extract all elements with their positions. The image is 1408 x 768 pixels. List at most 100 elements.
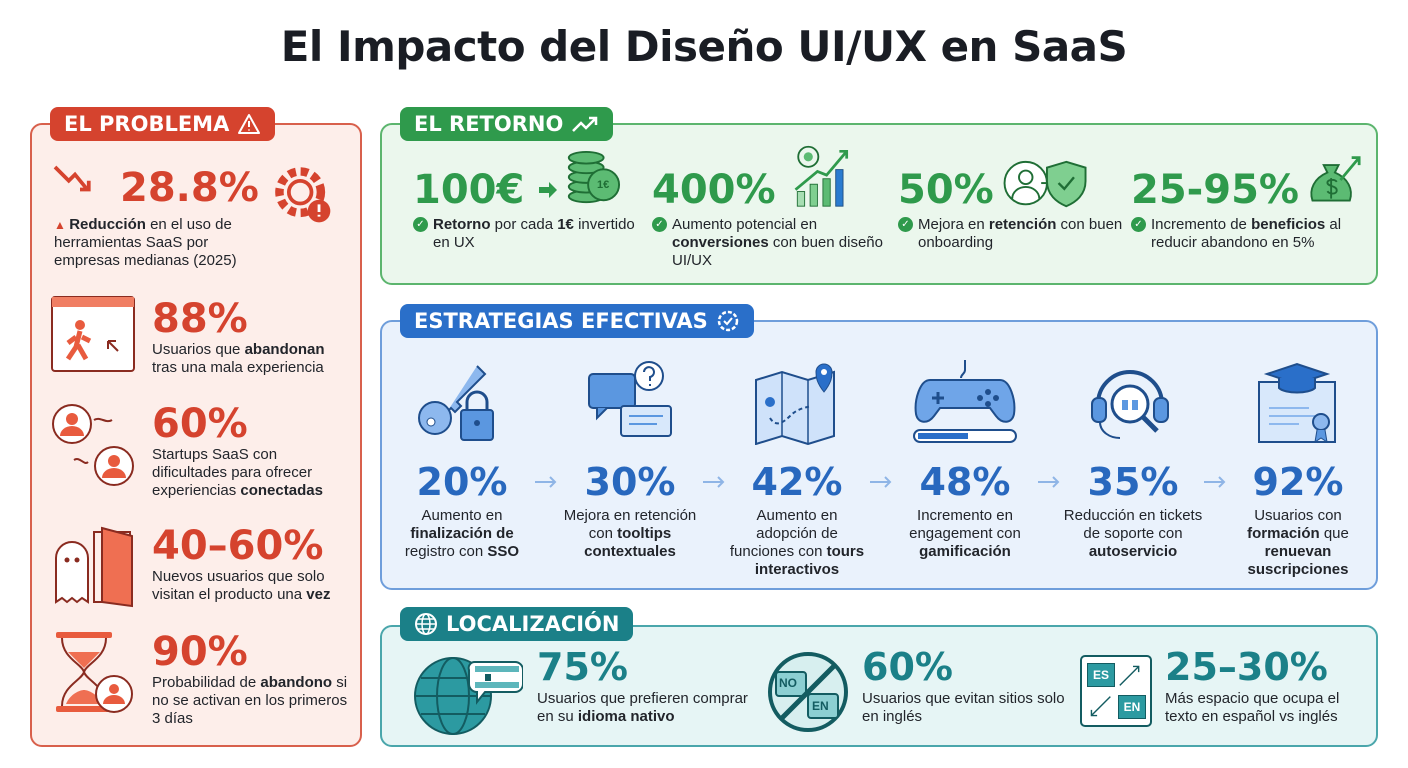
localization-panel — [380, 625, 1378, 747]
stat-description: Usuarios que prefieren comprar en su idi… — [537, 690, 752, 726]
growth-chart-icon — [794, 145, 849, 207]
stat-description: Aumento en finalización de registro con … — [392, 507, 532, 561]
support-headset-icon — [1091, 370, 1169, 439]
badge-en: EN — [1118, 695, 1146, 719]
globe-chat-icon — [414, 657, 523, 735]
emphasis-text: conectadas — [240, 482, 323, 499]
stat-value: 42% — [751, 460, 843, 504]
stat-description: Incremento de beneficios al reducir aban… — [1151, 216, 1366, 252]
emphasis-text: abandono — [260, 674, 333, 691]
text-segment: al reducir abandono en 5% — [1151, 216, 1342, 251]
text-segment: registro con — [404, 543, 488, 560]
stat-value: 60% — [862, 645, 953, 689]
stat-value: 48% — [919, 460, 1011, 504]
globe-icon — [415, 613, 437, 635]
stat-description: Reducción en el uso de herramientas SaaS… — [54, 216, 269, 270]
check-icon: ✓ — [1131, 217, 1146, 232]
text-segment: si no se activan en los primeros 3 días — [152, 674, 348, 727]
strategy-item: 20% Aumento en finalización de registro … — [392, 360, 532, 561]
problem-label: EL PROBLEMA — [64, 112, 230, 136]
stat-description: Usuarios con formación que renuevan susc… — [1228, 507, 1368, 579]
stat-description: Más espacio que ocupa el texto en españo… — [1165, 690, 1370, 726]
stat-value: 28.8% — [120, 165, 259, 211]
text-segment: en el uso de herramientas SaaS por empre… — [54, 216, 237, 269]
gear-check-icon — [717, 310, 739, 332]
stat-description: Usuarios que abandonan tras una mala exp… — [152, 341, 352, 377]
stat-value: 75% — [537, 645, 628, 689]
coins-icon — [567, 150, 621, 204]
badge-en: EN — [812, 699, 829, 713]
stat-description: Startups SaaS con dificultades para ofre… — [152, 446, 352, 500]
badge-no: NO — [779, 676, 797, 690]
problem-item: 90% Probabilidad de abandono si no se ac… — [50, 628, 350, 728]
emphasis-text: formación — [1247, 525, 1320, 542]
stat-description: Aumento en adopción de funciones con tou… — [727, 507, 867, 579]
emphasis-text: Retorno — [433, 216, 491, 233]
emphasis-text: Reducción — [69, 216, 146, 233]
stat-description: Mejora en retención con buen onboarding — [918, 216, 1133, 252]
stat-value: 88% — [152, 296, 248, 342]
emphasis-text: idioma nativo — [577, 708, 675, 725]
stat-description: Incremento en engagement con gamificació… — [895, 507, 1035, 561]
text-segment: Aumento en — [421, 507, 503, 524]
graduation-certificate-icon — [1258, 362, 1336, 444]
arrow-right-icon — [703, 476, 725, 488]
check-icon: ✓ — [898, 217, 913, 232]
ghost-door-icon — [55, 526, 133, 608]
emphasis-text: conversiones — [672, 234, 769, 251]
problem-item: 28.8% Reducción en el uso de herramienta… — [50, 162, 350, 272]
text-segment: Usuarios que — [152, 341, 245, 358]
money-bag-icon — [1310, 156, 1361, 202]
localization-tag: LOCALIZACIÓN — [400, 607, 634, 641]
text-segment: Incremento en engagement con — [909, 507, 1021, 542]
emphasis-text: finalización de — [410, 525, 514, 542]
disconnected-users-icon — [52, 404, 134, 486]
strategy-item: 42% Aumento en adopción de funciones con… — [727, 360, 867, 579]
trend-up-icon — [572, 116, 598, 132]
strategy-item: 48% Incremento en engagement con gamific… — [895, 360, 1035, 561]
text-segment: Nuevos usuarios que solo visitan el prod… — [152, 568, 325, 603]
no-english-icon: NO EN — [766, 650, 850, 734]
stat-value: 60% — [152, 401, 248, 447]
text-segment: con buen diseño UI/UX — [672, 234, 883, 269]
localization-label: LOCALIZACIÓN — [446, 612, 620, 636]
arrow-right-icon — [539, 182, 557, 198]
key-lock-icon — [418, 365, 494, 441]
stat-description: Retorno por cada 1€ invertido en UX — [433, 216, 648, 252]
strategy-item: 92% Usuarios con formación que renuevan … — [1228, 360, 1368, 579]
text-segment: invertido en UX — [433, 216, 635, 251]
emphasis-text: abandonan — [244, 341, 325, 358]
problem-item: 88% Usuarios que abandonan tras una mala… — [50, 295, 350, 385]
coin-label: 1€ — [597, 179, 610, 191]
stat-value: 400% — [652, 167, 776, 213]
strategy-item: 30% Mejora en retención con tooltips con… — [560, 360, 700, 561]
return-tag: EL RETORNO — [400, 107, 614, 141]
stat-value: 35% — [1087, 460, 1179, 504]
check-icon: ✓ — [413, 217, 428, 232]
text-expansion-icon: ES EN — [1080, 655, 1152, 727]
hourglass-icon — [56, 632, 133, 713]
stat-value: 92% — [1252, 460, 1344, 504]
page-title: El Impacto del Diseño UI/UX en SaaS — [280, 22, 1128, 71]
emphasis-text: tooltips contextuales — [584, 525, 676, 560]
stat-value: 50% — [898, 167, 994, 213]
broken-gear-icon — [275, 167, 331, 223]
arrow-right-icon — [870, 476, 892, 488]
stat-value: 30% — [584, 460, 676, 504]
text-segment: Usuarios que prefieren comprar en su — [537, 690, 748, 725]
emphasis-text: 1€ — [557, 216, 574, 233]
badge-es: ES — [1087, 663, 1115, 687]
return-panel — [380, 123, 1378, 285]
warning-icon — [238, 114, 261, 134]
strategy-item: 35% Reducción en tickets de soporte con … — [1063, 360, 1203, 561]
text-segment: Usuarios con — [1254, 507, 1342, 524]
text-segment: Probabilidad de — [152, 674, 261, 691]
emphasis-text: tours interactivos — [754, 543, 865, 578]
emphasis-text: beneficios — [1251, 216, 1326, 233]
text-segment: Aumento potencial en — [672, 216, 818, 233]
stat-value: 40–60% — [152, 523, 324, 569]
stat-description: Reducción en tickets de soporte con auto… — [1063, 507, 1203, 561]
strategies-label: ESTRATEGIAS EFECTIVAS — [414, 309, 708, 333]
stat-value: 100€ — [413, 167, 525, 213]
text-segment: Startups SaaS con dificultades para ofre… — [152, 446, 313, 499]
